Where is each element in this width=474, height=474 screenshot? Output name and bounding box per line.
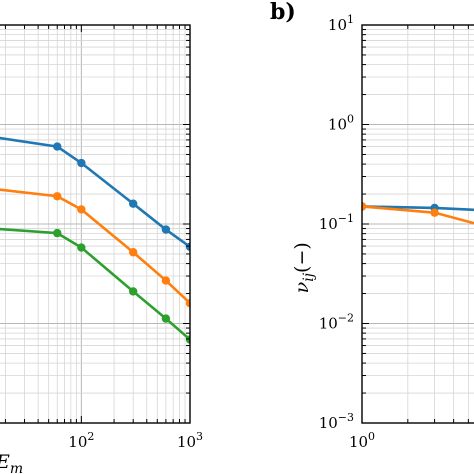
grid-a (0, 25, 190, 423)
data-point-a-0 (128, 199, 138, 208)
data-point-a-1 (128, 248, 138, 257)
data-point-a-2 (53, 228, 62, 238)
data-point-a-1 (77, 205, 86, 214)
tick-label-y-b-4: 10−3 (319, 411, 354, 432)
data-point-a-2 (185, 335, 190, 344)
data-point-b-1 (430, 208, 439, 217)
tick-label-y-b-0: 101 (328, 13, 354, 34)
data-point-a-0 (185, 242, 190, 251)
plot-area-b (362, 202, 474, 225)
data-point-a-1 (53, 192, 62, 201)
x-axis-label-a: Em (0, 451, 23, 474)
series-line-a-1 (0, 188, 190, 305)
tick-label-x-b-0: 100 (349, 430, 375, 451)
data-point-a-2 (128, 287, 138, 296)
series-line-a-2 (0, 227, 190, 341)
panel-a: 102 103 Em (0, 24, 203, 474)
data-point-a-1 (161, 276, 171, 285)
tick-label-y-b-2: 10−1 (319, 212, 354, 233)
data-point-a-1 (185, 298, 190, 308)
panel-b: 100 101 100 10−1 10−2 10−3 b) νij(−) (270, 0, 474, 451)
data-point-b-1 (362, 202, 367, 211)
data-point-a-2 (77, 243, 86, 252)
data-point-a-2 (161, 314, 171, 323)
y-axis-label-b: νij(−) (291, 242, 317, 293)
panel-label-b: b) (270, 0, 296, 25)
grid-b (362, 25, 474, 423)
tick-label-x-a-0: 102 (68, 430, 94, 451)
data-point-a-0 (77, 158, 86, 168)
series-line-a-0 (0, 136, 190, 248)
data-point-a-0 (53, 142, 62, 151)
tick-label-x-a-1: 103 (177, 430, 203, 451)
tick-label-y-b-1: 100 (328, 113, 354, 134)
series-line-b-1 (362, 205, 474, 225)
data-point-a-0 (161, 225, 171, 234)
plot-area-a (0, 136, 190, 344)
tick-label-y-b-3: 10−2 (319, 312, 354, 333)
series-line-b-0 (362, 205, 474, 212)
